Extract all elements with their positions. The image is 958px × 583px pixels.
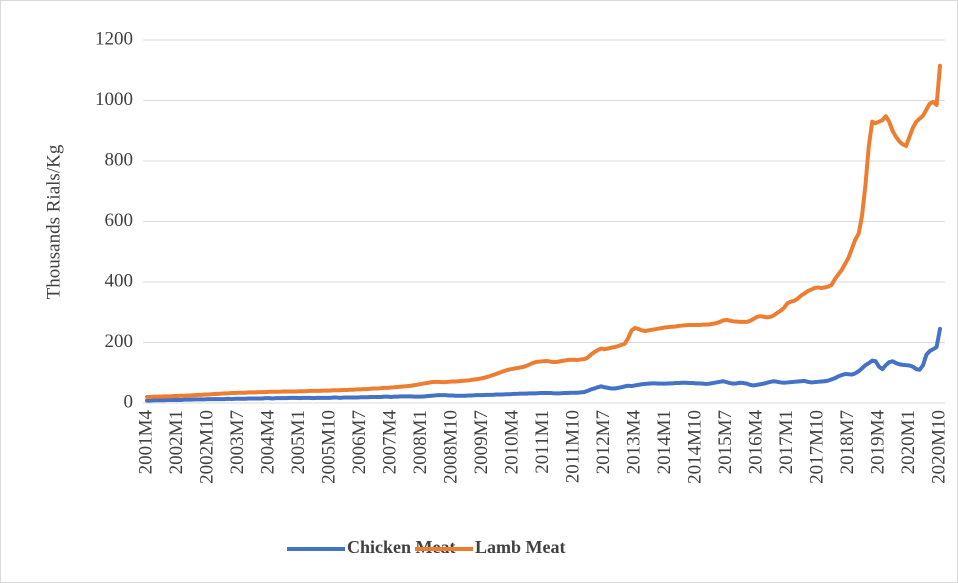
y-tick-label: 400 (105, 270, 134, 291)
y-tick-label: 800 (105, 149, 134, 170)
x-tick-label: 2020M10 (928, 410, 949, 484)
x-tick-label: 2008M10 (440, 410, 461, 484)
x-tick-label: 2017M10 (806, 410, 827, 484)
x-tick-label: 2001M4 (135, 410, 156, 475)
legend-label: Chicken Meat (347, 537, 455, 557)
y-tick-label: 200 (105, 331, 134, 352)
y-tick-label: 1200 (95, 28, 133, 49)
x-tick-label: 2018M7 (837, 410, 858, 474)
legend-label: Lamb Meat (475, 537, 565, 557)
data-line (145, 326, 942, 403)
y-tick-label: 1000 (95, 89, 133, 110)
x-tick-label: 2011M1 (532, 410, 553, 474)
x-tick-label: 2006M7 (349, 410, 370, 474)
x-tick-label: 2020M1 (898, 410, 919, 474)
x-tick-label: 2011M10 (562, 410, 583, 483)
x-tick-label: 2008M1 (410, 410, 431, 474)
x-tick-label: 2019M4 (867, 410, 888, 475)
x-tick-label: 2016M4 (745, 410, 766, 475)
x-tick-label: 2014M1 (654, 410, 675, 474)
y-tick-label: 600 (105, 210, 134, 231)
x-tick-label: 2010M4 (501, 410, 522, 475)
x-tick-label: 2005M1 (288, 410, 309, 474)
x-tick-label: 2005M10 (318, 410, 339, 484)
data-line (145, 63, 942, 399)
x-tick-label: 2007M4 (379, 410, 400, 475)
x-tick-label: 2012M7 (593, 410, 614, 474)
x-tick-label: 2002M10 (196, 410, 217, 484)
x-tick-label: 2015M7 (715, 410, 736, 474)
y-tick-label: 0 (124, 391, 134, 412)
x-tick-label: 2004M4 (257, 410, 278, 475)
x-tick-label: 2013M4 (623, 410, 644, 475)
x-tick-label: 2014M10 (684, 410, 705, 484)
x-tick-label: 2017M1 (776, 410, 797, 474)
x-tick-label: 2009M7 (471, 410, 492, 474)
x-tick-label: 2002M1 (166, 410, 187, 474)
y-axis-title: Thousands Rials/Kg (43, 144, 64, 299)
x-tick-label: 2003M7 (227, 410, 248, 474)
